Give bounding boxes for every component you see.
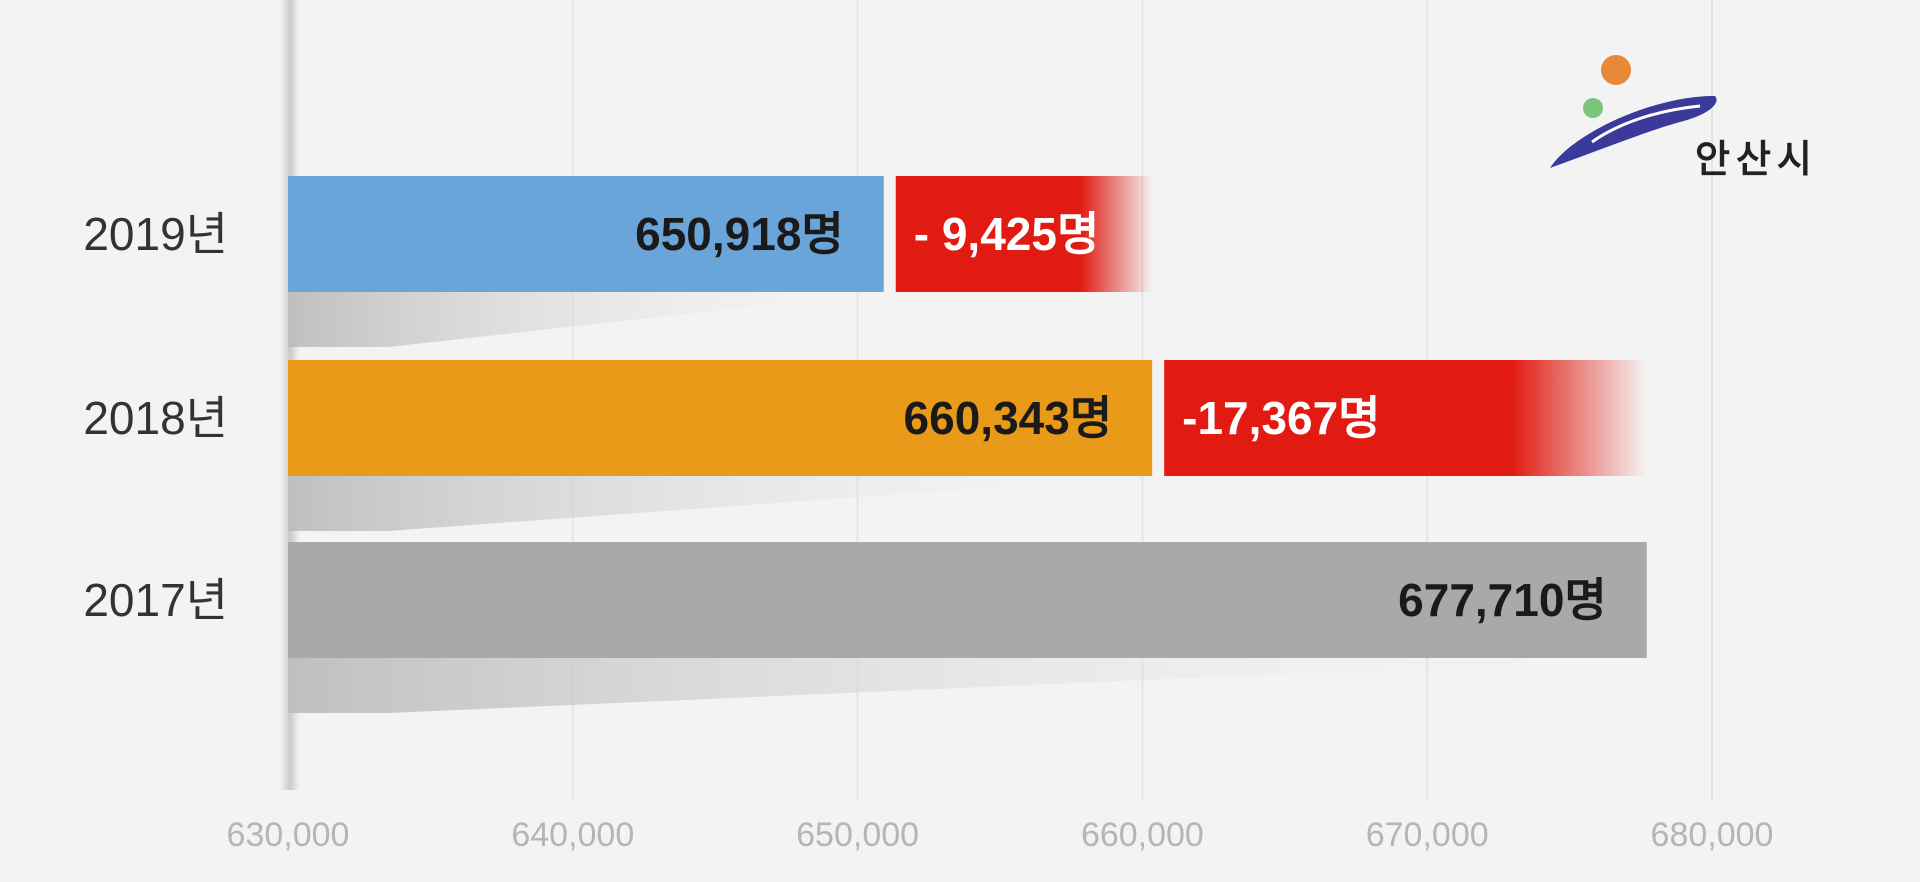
value-label: 677,710명 (1398, 574, 1607, 626)
x-tick-label: 650,000 (796, 816, 919, 854)
x-tick-label: 680,000 (1651, 816, 1774, 854)
x-tick-label: 640,000 (511, 816, 634, 854)
bars (288, 176, 1647, 658)
category-label: 2017년 (83, 574, 228, 626)
category-label: 2018년 (83, 392, 228, 444)
x-tick-label: 670,000 (1366, 816, 1489, 854)
bar-shadow (288, 658, 1647, 713)
change-label: - 9,425명 (914, 208, 1100, 260)
bar-2019년 (288, 176, 884, 292)
category-label: 2019년 (83, 208, 228, 260)
bar-shadow (288, 476, 1153, 531)
logo-swoosh-highlight-icon (1591, 104, 1701, 144)
logo-orb-icon (1601, 55, 1631, 85)
bar-2018년 (288, 360, 1153, 476)
bar-2017년 (288, 542, 1647, 658)
change-bar (895, 176, 1153, 292)
x-axis-ticks: 630,000 640,000 650,000 660,000 670,000 680,0… (227, 816, 1774, 854)
bar-shadow (288, 292, 884, 347)
x-tick-label: 660,000 (1081, 816, 1204, 854)
x-tick-label: 630,000 (227, 816, 350, 854)
change-bar (1164, 360, 1647, 476)
value-label: 660,343명 (904, 392, 1113, 444)
bar-shadows (288, 292, 1647, 713)
change-bars (895, 176, 1647, 476)
logo-dot-icon (1583, 98, 1603, 118)
logo-text: 안산시 (1695, 139, 1818, 181)
value-label: 650,918명 (635, 208, 844, 260)
logo-swoosh-icon (1550, 95, 1717, 168)
change-label: -17,367명 (1182, 392, 1380, 444)
labels: 2019년 650,918명 - 9,425명 2018년 660,343명 -17,36… (83, 208, 1606, 626)
city-logo: 안산시 (1550, 55, 1818, 181)
